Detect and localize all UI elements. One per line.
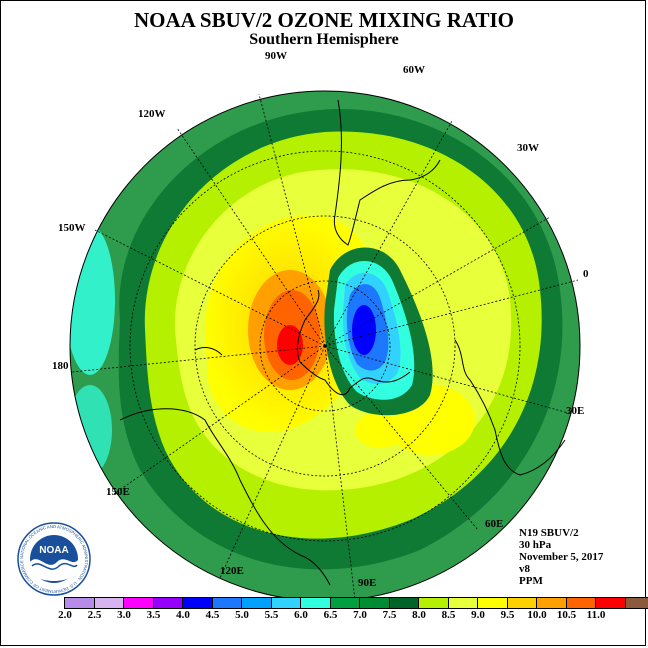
meridian-0 [324, 279, 579, 347]
band-8-5-south [355, 412, 405, 448]
band-6-0-southwest [70, 385, 112, 475]
colorbar-swatch [183, 598, 213, 608]
colorbar-tick-label: 4.5 [205, 609, 220, 621]
colorbar-tick-label: 5.5 [264, 609, 279, 621]
colorbar [64, 597, 648, 609]
lat-circle-60s [194, 215, 456, 477]
lon-label-90e: 90E [358, 577, 377, 589]
meridian-120e [219, 345, 326, 579]
colorbar-swatch [94, 598, 124, 608]
colorbar-tick-label: 10.5 [556, 609, 577, 621]
lon-label-30e: 30E [566, 405, 585, 417]
colorbar-tick-label: 2.5 [87, 609, 102, 621]
ross-shelf-coast [194, 347, 223, 356]
colorbar-tick-label: 7.0 [353, 609, 367, 621]
version-label: v8 [519, 563, 530, 575]
colorbar-tick-label: 4.0 [176, 609, 190, 621]
lat-circle-75s [259, 280, 391, 412]
meridian-60w [324, 120, 453, 347]
lon-label-150e: 150E [106, 486, 130, 498]
colorbar-swatch [153, 598, 183, 608]
colorbar-tick-label: 8.5 [441, 609, 456, 621]
colorbar-swatch [242, 598, 272, 608]
colorbar-swatch [65, 598, 95, 608]
lon-label-0: 0 [583, 268, 589, 280]
colorbar-tick-label: 5.0 [235, 609, 249, 621]
meridian-150e [113, 345, 326, 495]
colorbar-swatch [360, 598, 390, 608]
colorbar-swatch [478, 598, 508, 608]
noaa-logo: NOAA NATIONAL OCEANIC AND ATMOSPHERIC AD… [17, 522, 91, 596]
meridian-90w [258, 93, 326, 347]
south-america-coast [333, 99, 441, 246]
colorbar-swatch [271, 598, 301, 608]
info-block: N19 SBUV/2 30 hPa November 5, 2017 v8 PP… [519, 527, 603, 587]
colorbar-tick-label: 6.0 [294, 609, 308, 621]
colorbar-tick-label: 11.0 [586, 609, 606, 621]
pressure-level: 30 hPa [519, 539, 552, 551]
colorbar-tick-label: 9.5 [500, 609, 515, 621]
africa-coast [454, 339, 566, 476]
date-label: November 5, 2017 [519, 551, 604, 563]
colorbar-swatch [596, 598, 626, 608]
colorbar-swatch [301, 598, 331, 608]
meridian-30e [324, 345, 573, 415]
meridian-150w [94, 229, 326, 347]
colorbar-tick-label: 9.0 [471, 609, 485, 621]
colorbar-swatch [566, 598, 596, 608]
antarctica-coast [297, 289, 411, 396]
lon-label-60e: 60E [485, 518, 504, 530]
colorbar-tick-label: 8.0 [412, 609, 426, 621]
lon-label-150w: 150W [58, 222, 86, 234]
satellite-label: N19 SBUV/2 [519, 527, 579, 539]
colorbar-swatch [389, 598, 419, 608]
colorbar-tick-label: 3.0 [117, 609, 131, 621]
band-4-0-hole [352, 305, 376, 355]
colorbar-swatch [419, 598, 449, 608]
colorbar-labels: 2.0 2.5 3.0 3.5 4.0 4.5 5.0 5.5 6.0 6.5 7.0 7.5 8.0 8… [0, 609, 648, 623]
colorbar-swatch [625, 598, 648, 608]
logo-center-text: NOAA [39, 545, 68, 556]
colorbar-swatch [448, 598, 478, 608]
colorbar-swatch [212, 598, 242, 608]
colorbar-tick-label: 3.5 [146, 609, 161, 621]
colorbar-swatch [124, 598, 154, 608]
map-title: NOAA SBUV/2 OZONE MIXING RATIO [134, 8, 514, 32]
lon-label-120w: 120W [138, 108, 166, 120]
lon-label-90w: 90W [265, 50, 287, 62]
colorbar-swatch [330, 598, 360, 608]
colorbar-swatch [507, 598, 537, 608]
colorbar-swatch [537, 598, 567, 608]
map-subtitle: Southern Hemisphere [249, 31, 399, 48]
meridian-30w [324, 216, 551, 347]
lon-label-30w: 30W [517, 142, 539, 154]
lon-label-120e: 120E [220, 565, 244, 577]
colorbar-tick-label: 2.0 [58, 609, 72, 621]
coastlines [119, 99, 566, 586]
australia-coast [119, 408, 331, 586]
colorbar-tick-label: 10.0 [527, 609, 547, 621]
colorbar-tick-label: 7.5 [382, 609, 397, 621]
colorbar-tick-label: 6.5 [323, 609, 338, 621]
lon-label-180: 180 [52, 360, 69, 372]
lat-circle-45s [129, 150, 521, 542]
band-10-5 [277, 325, 303, 365]
meridian-90e [324, 345, 356, 601]
units-label: PPM [519, 575, 543, 587]
lon-label-60w: 60W [403, 64, 425, 76]
graticule [71, 93, 579, 601]
